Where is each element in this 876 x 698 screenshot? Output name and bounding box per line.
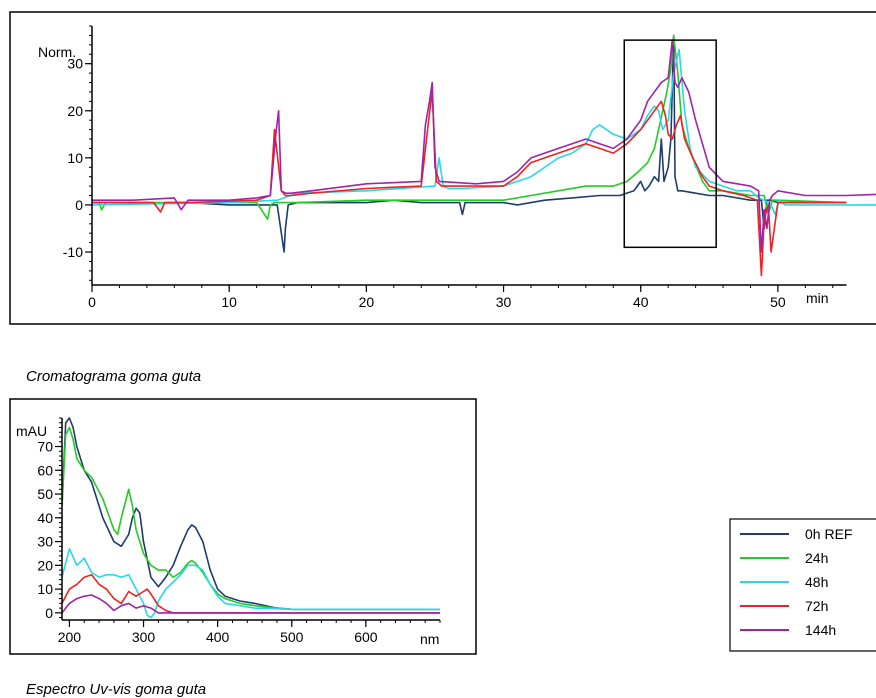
uvvis-y-tick-label: 70	[37, 439, 53, 455]
legend: 0h REF 24h 48h 72h 144h	[729, 518, 876, 652]
uvvis-y-tick-label: 40	[37, 510, 53, 526]
uvvis-x-tick-label: 400	[206, 629, 230, 645]
uvvis-y-tick-label: 50	[37, 486, 53, 502]
chromatogram-x-tick-label: 20	[359, 294, 375, 310]
chromatogram-x-tick-label: 50	[770, 294, 786, 310]
uvvis-ylabel: mAU	[16, 423, 47, 439]
uvvis-xlabel: nm	[420, 631, 439, 647]
uvvis-series-line-48h	[62, 547, 440, 619]
uvvis-axes: 0 10 20 30 40 50 60 70 200 300 400 500 600	[37, 417, 441, 645]
chromatogram-series-line-144h	[92, 39, 876, 253]
chromatogram-y-tick-label: 10	[67, 150, 83, 166]
chromatogram-y-tick-label: 20	[67, 103, 83, 119]
uvvis-caption: Espectro Uv-vis goma guta	[26, 681, 206, 698]
uvvis-y-tick-label: 0	[45, 605, 53, 621]
chromatogram-x-tick-label: 30	[496, 294, 512, 310]
legend-label: 72h	[805, 598, 828, 614]
chromatogram-y-tick-label: 0	[75, 197, 83, 213]
legend-label: 0h REF	[805, 526, 852, 542]
chromatogram-series-group	[92, 34, 876, 277]
legend-entries: 0h REF 24h 48h 72h 144h	[740, 526, 852, 638]
uvvis-x-tick-label: 300	[132, 629, 156, 645]
chromatogram-y-tick-label: 30	[67, 56, 83, 72]
uvvis-y-tick-label: 10	[37, 581, 53, 597]
uvvis-y-tick-label: 60	[37, 462, 53, 478]
chromatogram-x-tick-label: 0	[88, 294, 96, 310]
chromatogram-ylabel: Norm.	[38, 44, 76, 60]
chromatogram-series-line-72h	[92, 91, 847, 277]
chromatogram-y-tick-label: -10	[63, 244, 83, 260]
chromatogram-highlight-box	[623, 39, 717, 249]
uvvis-series-line-144h	[62, 594, 440, 614]
uvvis-series-line-24h	[62, 426, 440, 611]
uvvis-x-tick-label: 500	[280, 629, 304, 645]
chromatogram-series-line-0h-ref	[92, 34, 847, 253]
chromatogram-axes: -10 0 10 20 30 0 10 20 30 40 50	[63, 25, 847, 310]
uvvis-x-tick-label: 600	[354, 629, 378, 645]
uvvis-y-tick-label: 30	[37, 534, 53, 550]
legend-label: 144h	[805, 622, 836, 638]
uvvis-chart: 0 10 20 30 40 50 60 70 200 300 400 500 600 mAU nm	[9, 398, 477, 655]
chromatogram-x-tick-label: 40	[633, 294, 649, 310]
uvvis-series-line-0h-ref	[62, 417, 440, 611]
chromatogram-x-tick-label: 10	[221, 294, 237, 310]
legend-label: 24h	[805, 550, 828, 566]
chromatogram-caption: Cromatograma goma guta	[26, 368, 201, 385]
chromatogram-xlabel: min	[806, 290, 829, 306]
chromatogram-series-line-24h	[92, 34, 847, 220]
chromatogram-chart: -10 0 10 20 30 0 10 20 30 40 50 Norm. min	[9, 11, 876, 325]
uvvis-y-tick-label: 20	[37, 557, 53, 573]
legend-label: 48h	[805, 574, 828, 590]
legend-frame	[729, 518, 876, 652]
chromatogram-series-line-48h	[92, 48, 876, 216]
uvvis-frame	[9, 398, 477, 655]
uvvis-x-tick-label: 200	[58, 629, 82, 645]
uvvis-series-group	[62, 417, 440, 619]
chromatogram-frame	[9, 11, 876, 325]
